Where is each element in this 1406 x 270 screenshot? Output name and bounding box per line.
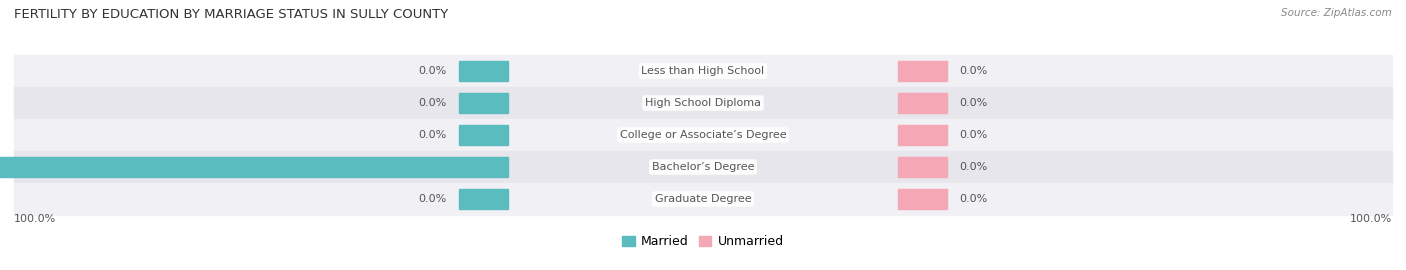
- Bar: [898, 93, 946, 113]
- Text: Less than High School: Less than High School: [641, 66, 765, 76]
- Bar: [14, 55, 1392, 87]
- Text: 0.0%: 0.0%: [959, 194, 987, 204]
- Bar: [460, 125, 508, 145]
- Bar: [460, 189, 508, 209]
- Bar: [898, 125, 946, 145]
- Text: College or Associate’s Degree: College or Associate’s Degree: [620, 130, 786, 140]
- Text: High School Diploma: High School Diploma: [645, 98, 761, 108]
- Text: 0.0%: 0.0%: [959, 98, 987, 108]
- Bar: [898, 61, 946, 81]
- Legend: Married, Unmarried: Married, Unmarried: [617, 230, 789, 253]
- Text: 0.0%: 0.0%: [959, 162, 987, 172]
- Text: 0.0%: 0.0%: [419, 98, 447, 108]
- Bar: [898, 189, 946, 209]
- Bar: [14, 87, 1392, 119]
- Bar: [460, 61, 508, 81]
- Text: Graduate Degree: Graduate Degree: [655, 194, 751, 204]
- Bar: [14, 151, 1392, 183]
- Text: Bachelor’s Degree: Bachelor’s Degree: [652, 162, 754, 172]
- Text: 100.0%: 100.0%: [14, 214, 56, 224]
- Bar: [898, 157, 946, 177]
- Text: 0.0%: 0.0%: [419, 130, 447, 140]
- Text: 0.0%: 0.0%: [959, 66, 987, 76]
- Bar: [460, 93, 508, 113]
- Text: 100.0%: 100.0%: [1350, 214, 1392, 224]
- Text: 0.0%: 0.0%: [959, 130, 987, 140]
- Text: 0.0%: 0.0%: [419, 194, 447, 204]
- Bar: [0, 157, 508, 177]
- Text: Source: ZipAtlas.com: Source: ZipAtlas.com: [1281, 8, 1392, 18]
- Bar: [14, 119, 1392, 151]
- Text: 0.0%: 0.0%: [419, 66, 447, 76]
- Bar: [14, 183, 1392, 215]
- Text: FERTILITY BY EDUCATION BY MARRIAGE STATUS IN SULLY COUNTY: FERTILITY BY EDUCATION BY MARRIAGE STATU…: [14, 8, 449, 21]
